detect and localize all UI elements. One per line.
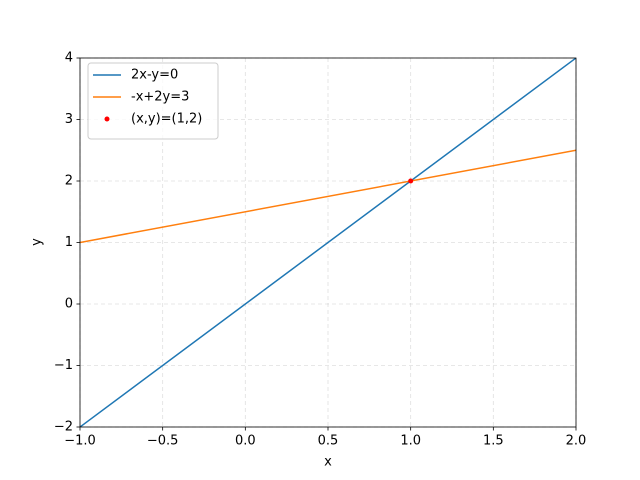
point — [408, 178, 414, 184]
legend: 2x-y=0 -x+2y=3 (x,y)=(1,2) — [87, 62, 219, 140]
x-tick-label: 2.0 — [566, 434, 587, 449]
x-tick-label: −1.0 — [64, 434, 96, 449]
series-line — [80, 149, 576, 244]
x-tick-label: 0.5 — [318, 434, 339, 449]
y-tick-label: 0 — [65, 297, 73, 312]
legend-marker — [104, 116, 110, 122]
legend-label: (x,y)=(1,2) — [131, 112, 202, 127]
y-tick-label: 3 — [65, 112, 73, 127]
legend-label: 2x-y=0 — [131, 68, 178, 83]
x-tick-label: 1.5 — [483, 434, 504, 449]
x-tick-label: −0.5 — [147, 434, 179, 449]
series-line — [80, 58, 576, 427]
y-tick-label: −2 — [54, 420, 73, 435]
plot-frame — [79, 57, 577, 428]
y-axis-label: y — [30, 238, 45, 246]
plot-area — [80, 58, 576, 427]
legend-label: -x+2y=3 — [131, 90, 189, 105]
legend-box — [87, 62, 219, 140]
x-axis-label: x — [324, 455, 332, 470]
y-tick-label: 4 — [65, 51, 73, 66]
x-tick-label: 1.0 — [400, 434, 421, 449]
y-tick-label: −1 — [54, 358, 73, 373]
x-tick-label: 0.0 — [235, 434, 256, 449]
y-tick-label: 1 — [65, 235, 73, 250]
y-tick-label: 2 — [65, 174, 73, 189]
